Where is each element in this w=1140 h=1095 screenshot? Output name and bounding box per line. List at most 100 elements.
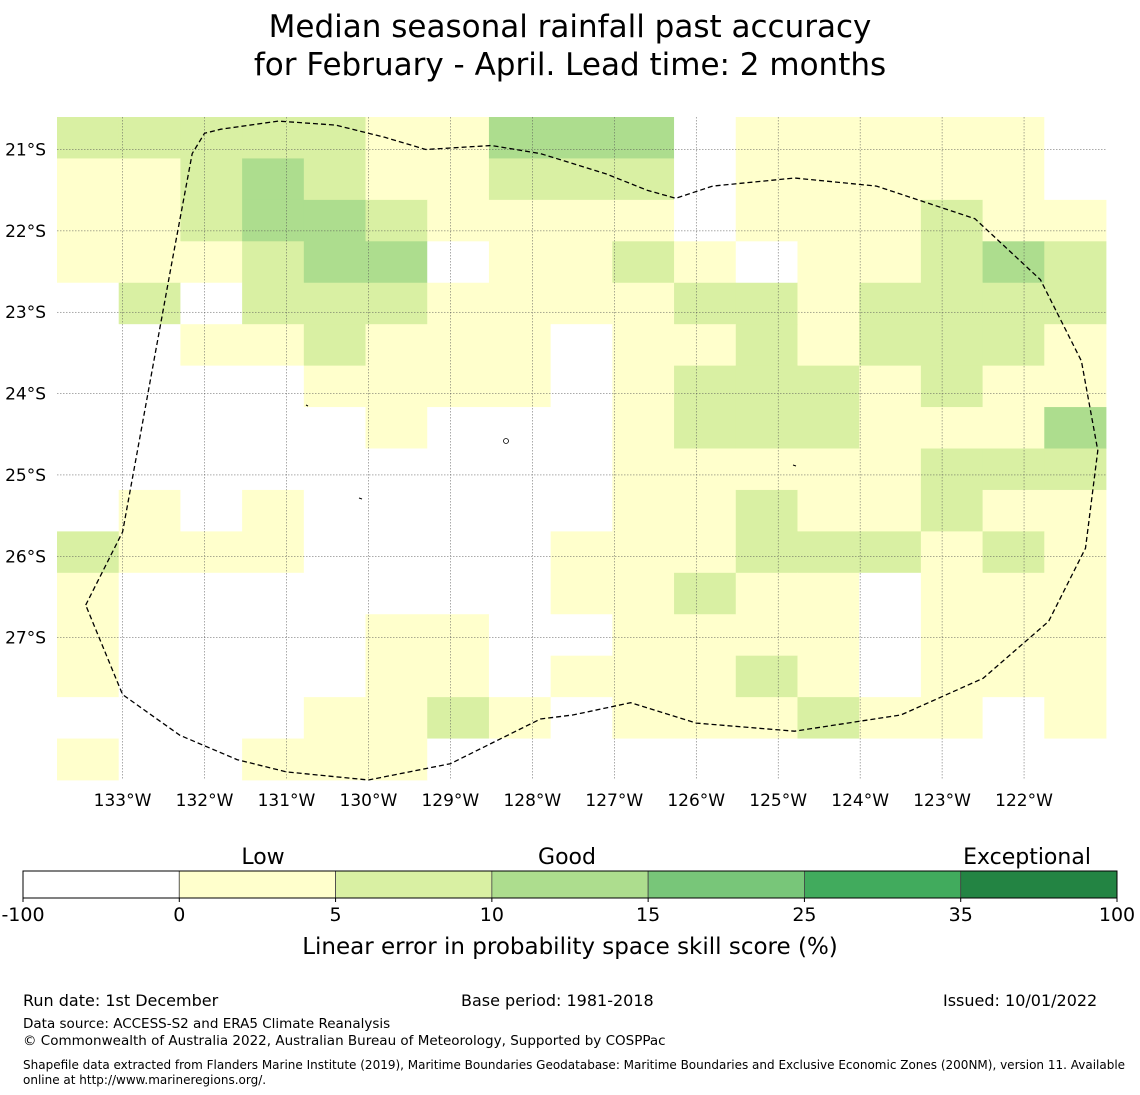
heatmap-cell — [180, 324, 243, 367]
heatmap-cell — [859, 655, 922, 698]
heatmap-cell — [1044, 365, 1107, 408]
heatmap-cell — [365, 158, 428, 201]
heatmap-cell — [612, 738, 675, 781]
heatmap-cell — [550, 489, 613, 532]
heatmap-cell — [427, 531, 490, 574]
heatmap-cell — [303, 241, 366, 284]
heatmap-cell — [859, 448, 922, 491]
heatmap-cell — [859, 241, 922, 284]
x-tick-label: 124°W — [831, 791, 889, 811]
heatmap-cell — [57, 158, 120, 201]
heatmap-cell — [303, 614, 366, 657]
heatmap-cell — [920, 448, 983, 491]
heatmap-cell — [550, 241, 613, 284]
x-tick-label: 122°W — [995, 791, 1053, 811]
heatmap-cell — [57, 282, 120, 325]
chart-title-line-2: for February - April. Lead time: 2 month… — [253, 47, 887, 83]
heatmap-cell — [242, 117, 305, 159]
heatmap-cell — [118, 199, 181, 242]
heatmap-cell — [735, 614, 798, 657]
heatmap-cell — [674, 572, 737, 615]
y-tick-label: 27°S — [5, 629, 46, 649]
heatmap-cell — [365, 241, 428, 284]
y-axis-ticks: 21°S 22°S 23°S 24°S 25°S 26°S 27°S — [5, 141, 46, 649]
heatmap-cell — [797, 531, 860, 574]
heatmap-cell — [365, 199, 428, 242]
colorbar-label: Linear error in probability space skill … — [302, 934, 838, 960]
heatmap-cell — [612, 158, 675, 201]
heatmap-cell — [57, 531, 120, 574]
heatmap-cell — [57, 365, 120, 408]
y-tick-label: 22°S — [5, 222, 46, 242]
x-tick-label: 133°W — [94, 791, 152, 811]
colorbar-segment — [491, 870, 649, 899]
heatmap-cell — [488, 117, 552, 159]
island-marks — [305, 404, 797, 500]
heatmap-cell — [427, 572, 490, 615]
heatmap-cell — [612, 531, 675, 574]
heatmap-cell — [488, 199, 552, 242]
heatmap-cell — [365, 614, 428, 657]
heatmap-cell — [674, 489, 737, 532]
heatmap-cell — [242, 572, 305, 615]
heatmap-cell — [735, 365, 798, 408]
base-period: Base period: 1981-2018 — [461, 991, 654, 1010]
x-axis-ticks: 133°W 132°W 131°W 130°W 129°W 128°W 127°W 126°W… — [94, 791, 1053, 811]
heatmap-cell — [365, 117, 428, 159]
heatmap-cell — [612, 655, 675, 698]
heatmap-cell — [674, 117, 737, 159]
island-mark — [305, 404, 309, 407]
heatmap-cell — [180, 199, 243, 242]
colorbar-ticks: -100 0 5 10 15 25 35 100 — [1, 898, 1135, 926]
heatmap-cell — [612, 241, 675, 284]
y-tick-label: 21°S — [5, 141, 46, 161]
heatmap-cell — [1044, 324, 1107, 367]
heatmap-cell — [674, 655, 737, 698]
heatmap-cell — [1044, 199, 1107, 242]
heatmap-cell — [797, 365, 860, 408]
heatmap-cell — [982, 697, 1045, 739]
heatmap-cell — [57, 489, 120, 532]
heatmap-cell — [365, 282, 428, 325]
heatmap-cell — [242, 655, 305, 698]
island-mark — [358, 497, 363, 500]
heatmap-cell — [612, 199, 675, 242]
heatmap-cell — [735, 572, 798, 615]
heatmap-cell — [180, 158, 243, 201]
heatmap-cell — [427, 199, 490, 242]
heatmap-cell — [488, 572, 552, 615]
heatmap-cell — [859, 738, 922, 781]
heatmap-cell — [550, 407, 613, 449]
heatmap-cell — [303, 697, 366, 739]
heatmap-cell — [982, 489, 1045, 532]
heatmap-cell — [427, 407, 490, 449]
shapefile-credit: Shapefile data extracted from Flanders M… — [23, 1058, 1126, 1087]
heatmap-cell — [612, 572, 675, 615]
heatmap-cell — [674, 531, 737, 574]
heatmap-cell — [982, 448, 1045, 491]
heatmap-cell — [859, 614, 922, 657]
heatmap-cell — [674, 158, 737, 201]
heatmap-cell — [797, 117, 860, 159]
heatmap-cell — [735, 117, 798, 159]
heatmap-cell — [427, 655, 490, 698]
heatmap-cell — [1044, 697, 1107, 739]
heatmap-cell — [427, 117, 490, 159]
heatmap-cell — [180, 282, 243, 325]
heatmap-cell — [242, 158, 305, 201]
heatmap-cell — [488, 489, 552, 532]
heatmap-cell — [303, 489, 366, 532]
heatmap-cell — [180, 655, 243, 698]
heatmap-cell — [242, 489, 305, 532]
heatmap-cell — [427, 365, 490, 408]
heatmap-cell — [920, 614, 983, 657]
heatmap-cell — [488, 655, 552, 698]
heatmap-cell — [550, 117, 613, 159]
heatmap-cell — [180, 572, 243, 615]
heatmap-cell — [488, 365, 552, 408]
x-tick-label: 130°W — [340, 791, 398, 811]
heatmap-cell — [365, 697, 428, 739]
heatmap-cell — [735, 697, 798, 739]
heatmap-cell — [797, 489, 860, 532]
